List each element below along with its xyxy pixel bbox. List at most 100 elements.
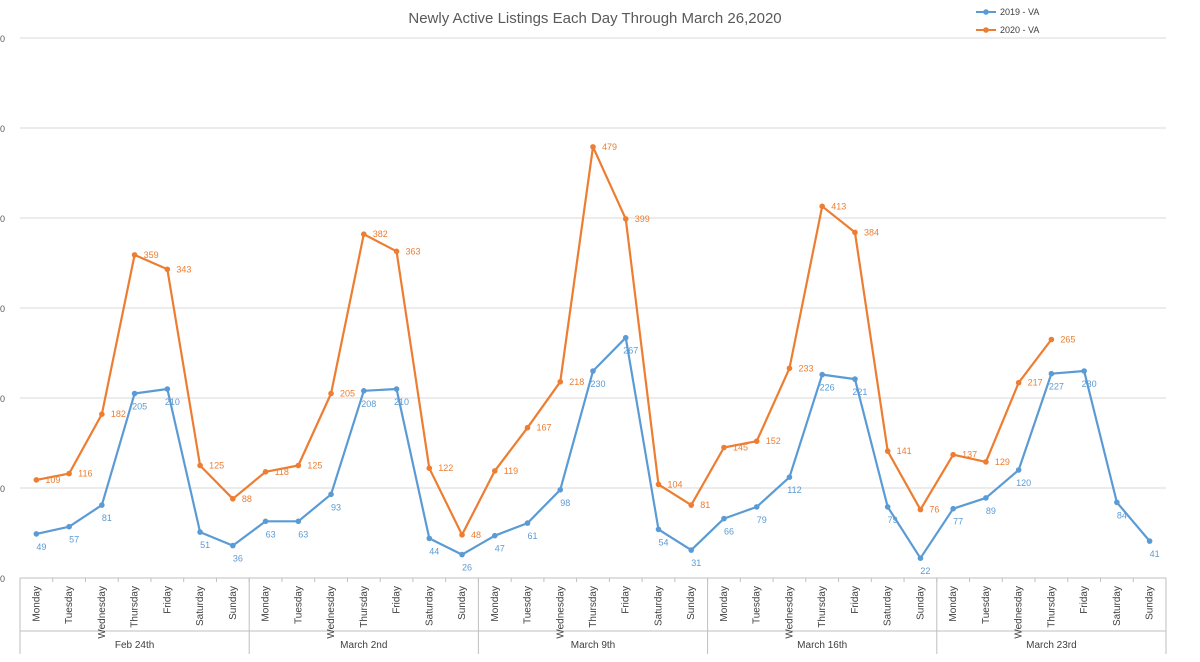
x-tick-label: Wednesday bbox=[97, 586, 108, 639]
y-tick-label: 00 bbox=[0, 304, 5, 314]
data-point bbox=[753, 504, 760, 510]
y-tick-label: 0 bbox=[0, 574, 5, 584]
x-tick-label: Monday bbox=[490, 586, 501, 622]
data-point bbox=[688, 547, 695, 553]
group-label: March 2nd bbox=[340, 640, 387, 651]
data-label: 79 bbox=[757, 515, 767, 525]
x-tick-label: Saturday bbox=[883, 586, 894, 626]
data-point bbox=[917, 506, 924, 513]
data-point bbox=[819, 371, 825, 378]
data-point bbox=[688, 502, 695, 508]
data-point bbox=[230, 542, 236, 549]
data-label: 98 bbox=[560, 498, 570, 508]
data-label: 267 bbox=[623, 346, 638, 356]
data-label: 167 bbox=[537, 423, 552, 433]
data-point bbox=[721, 515, 727, 522]
x-tick-label: Friday bbox=[1079, 586, 1090, 614]
data-label: 233 bbox=[798, 363, 813, 373]
data-point bbox=[983, 495, 989, 501]
data-point bbox=[361, 388, 367, 394]
data-label: 47 bbox=[495, 544, 505, 554]
data-label: 230 bbox=[1082, 379, 1097, 389]
data-point bbox=[721, 444, 727, 451]
data-label: 384 bbox=[864, 227, 879, 237]
data-point bbox=[1015, 467, 1022, 473]
legend-label: 2019 - VA bbox=[1000, 7, 1039, 17]
data-point bbox=[197, 529, 203, 535]
data-label: 125 bbox=[307, 461, 322, 471]
data-point bbox=[917, 555, 924, 561]
data-label: 84 bbox=[1117, 510, 1127, 520]
data-point bbox=[590, 368, 596, 374]
data-label: 44 bbox=[429, 546, 439, 556]
data-label: 81 bbox=[102, 513, 112, 523]
x-tick-label: Sunday bbox=[915, 586, 926, 620]
data-label: 152 bbox=[766, 436, 781, 446]
x-tick-label: Thursday bbox=[130, 586, 141, 628]
data-label: 57 bbox=[69, 535, 79, 545]
data-label: 218 bbox=[569, 377, 584, 387]
data-label: 210 bbox=[165, 397, 180, 407]
data-label: 399 bbox=[635, 214, 650, 224]
data-point bbox=[295, 462, 302, 469]
y-tick-label: 00 bbox=[0, 34, 5, 44]
group-label: March 9th bbox=[571, 640, 615, 651]
data-point bbox=[884, 448, 891, 454]
data-point bbox=[459, 551, 465, 558]
legend-label: 2020 - VA bbox=[1000, 25, 1039, 35]
data-label: 54 bbox=[658, 537, 668, 547]
data-label: 413 bbox=[831, 201, 846, 211]
data-point bbox=[99, 411, 105, 418]
data-label: 343 bbox=[176, 264, 191, 274]
data-label: 137 bbox=[962, 450, 977, 460]
data-point bbox=[786, 365, 793, 372]
group-label: Feb 24th bbox=[115, 640, 154, 651]
data-label: 109 bbox=[45, 475, 60, 485]
data-label: 77 bbox=[953, 517, 963, 527]
data-label: 118 bbox=[275, 467, 289, 477]
data-label: 93 bbox=[331, 502, 341, 512]
data-labels: 49 57 81 205 210 51 36 63 63 93 208 210 44 26 47 61 98 23… bbox=[36, 142, 1159, 576]
data-point bbox=[393, 248, 400, 255]
x-tick-label: Monday bbox=[261, 586, 272, 622]
data-point bbox=[197, 462, 203, 469]
data-label: 217 bbox=[1028, 378, 1043, 388]
x-tick-label: Friday bbox=[392, 586, 403, 614]
data-label: 63 bbox=[266, 529, 276, 539]
x-tick-label: Wednesday bbox=[784, 586, 795, 639]
legend-marker bbox=[983, 27, 989, 33]
data-label: 63 bbox=[298, 529, 308, 539]
data-point bbox=[1015, 379, 1022, 386]
data-point bbox=[99, 502, 105, 508]
y-tick-label: 00 bbox=[0, 214, 5, 224]
data-point bbox=[753, 438, 760, 445]
data-label: 120 bbox=[1016, 478, 1031, 488]
data-point bbox=[524, 520, 531, 526]
x-tick-label: Saturday bbox=[653, 586, 664, 626]
legend[interactable]: 2019 - VA 2020 - VA bbox=[976, 7, 1039, 35]
x-tick-label: Thursday bbox=[359, 586, 370, 628]
data-label: 359 bbox=[144, 250, 159, 260]
data-point bbox=[557, 379, 564, 385]
chart-title: Newly Active Listings Each Day Through M… bbox=[408, 10, 781, 27]
data-point bbox=[590, 144, 596, 150]
data-label: 205 bbox=[340, 389, 355, 399]
data-label: 112 bbox=[787, 485, 801, 495]
data-label: 104 bbox=[667, 479, 682, 489]
x-tick-label: Tuesday bbox=[293, 586, 304, 624]
data-point bbox=[33, 531, 40, 537]
data-point bbox=[230, 496, 236, 502]
x-tick-label: Saturday bbox=[424, 586, 435, 626]
x-tick-label: Sunday bbox=[228, 586, 239, 620]
data-label: 88 bbox=[242, 494, 252, 504]
data-label: 479 bbox=[602, 142, 617, 152]
x-tick-label: Friday bbox=[621, 586, 632, 614]
data-label: 41 bbox=[1150, 549, 1160, 559]
data-label: 129 bbox=[995, 457, 1010, 467]
data-point bbox=[622, 334, 629, 341]
data-point bbox=[426, 465, 433, 472]
axes: 0000000000000MondayTuesdayWednesdayThurs… bbox=[0, 34, 1167, 654]
data-label: 116 bbox=[78, 469, 92, 479]
data-point bbox=[262, 518, 269, 525]
